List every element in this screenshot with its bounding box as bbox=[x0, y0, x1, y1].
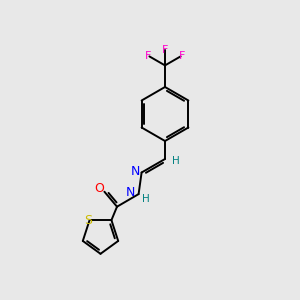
Text: N: N bbox=[130, 165, 140, 178]
Text: N: N bbox=[126, 186, 136, 199]
Text: H: H bbox=[172, 155, 179, 166]
Text: F: F bbox=[145, 51, 151, 62]
Text: F: F bbox=[162, 45, 168, 55]
Text: O: O bbox=[94, 182, 104, 195]
Text: H: H bbox=[142, 194, 150, 205]
Text: F: F bbox=[179, 51, 185, 62]
Text: S: S bbox=[84, 214, 92, 227]
